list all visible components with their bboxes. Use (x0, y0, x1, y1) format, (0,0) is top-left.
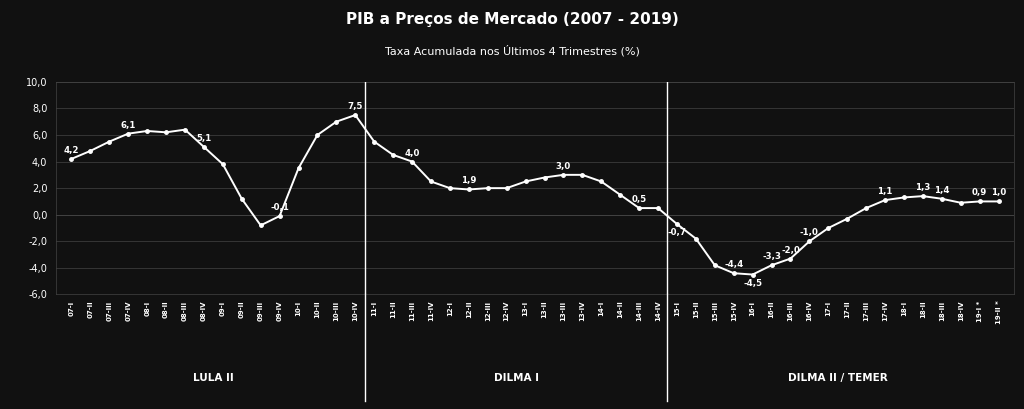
Text: 6,1: 6,1 (121, 121, 136, 130)
Text: 0,9: 0,9 (972, 189, 987, 198)
Text: 1,9: 1,9 (461, 176, 476, 185)
Text: 5,1: 5,1 (197, 134, 212, 143)
Text: 3,0: 3,0 (556, 162, 571, 171)
Text: 4,0: 4,0 (404, 148, 420, 157)
Text: -1,0: -1,0 (800, 228, 819, 237)
Text: 7,5: 7,5 (347, 102, 362, 111)
Text: DILMA II / TEMER: DILMA II / TEMER (787, 373, 888, 383)
Text: 1,0: 1,0 (991, 189, 1007, 198)
Text: -4,5: -4,5 (743, 279, 762, 288)
Text: -0,1: -0,1 (270, 203, 289, 212)
Text: 0,5: 0,5 (632, 195, 647, 204)
Text: LULA II: LULA II (193, 373, 233, 383)
Text: DILMA I: DILMA I (494, 373, 539, 383)
Text: 4,2: 4,2 (63, 146, 79, 155)
Text: 1,3: 1,3 (915, 183, 931, 192)
Text: Taxa Acumulada nos Últimos 4 Trimestres (%): Taxa Acumulada nos Últimos 4 Trimestres … (385, 45, 639, 56)
Text: -4,4: -4,4 (724, 260, 743, 269)
Text: 1,4: 1,4 (934, 186, 949, 195)
Text: 1,1: 1,1 (878, 187, 893, 196)
Text: PIB a Preços de Mercado (2007 - 2019): PIB a Preços de Mercado (2007 - 2019) (346, 12, 678, 27)
Text: -3,3: -3,3 (762, 252, 781, 261)
Text: -2,0: -2,0 (781, 245, 800, 254)
Text: -0,7: -0,7 (668, 228, 686, 237)
